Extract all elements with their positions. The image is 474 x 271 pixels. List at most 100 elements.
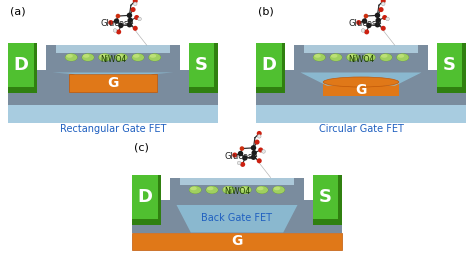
Circle shape xyxy=(238,151,243,156)
Text: Glucose: Glucose xyxy=(349,20,383,28)
Ellipse shape xyxy=(363,53,376,61)
Ellipse shape xyxy=(83,54,90,58)
Ellipse shape xyxy=(313,53,326,61)
Circle shape xyxy=(375,18,381,23)
Text: D: D xyxy=(262,56,276,73)
Ellipse shape xyxy=(133,54,139,58)
Circle shape xyxy=(381,26,386,31)
FancyBboxPatch shape xyxy=(34,43,37,92)
Text: Rectangular Gate FET: Rectangular Gate FET xyxy=(60,124,166,134)
Ellipse shape xyxy=(273,186,285,193)
FancyBboxPatch shape xyxy=(8,105,218,122)
Ellipse shape xyxy=(98,53,111,61)
Ellipse shape xyxy=(396,53,409,61)
Ellipse shape xyxy=(116,54,123,58)
Ellipse shape xyxy=(82,54,94,61)
Circle shape xyxy=(116,29,121,34)
Ellipse shape xyxy=(100,54,106,58)
Circle shape xyxy=(240,146,244,151)
Text: Circular Gate FET: Circular Gate FET xyxy=(319,124,403,134)
Circle shape xyxy=(379,7,383,12)
Circle shape xyxy=(116,14,120,18)
FancyBboxPatch shape xyxy=(256,43,282,86)
FancyBboxPatch shape xyxy=(8,43,34,86)
Ellipse shape xyxy=(190,186,197,190)
FancyBboxPatch shape xyxy=(158,175,162,225)
Text: (c): (c) xyxy=(134,142,149,152)
Text: Glucose: Glucose xyxy=(225,152,259,161)
FancyBboxPatch shape xyxy=(256,105,466,122)
FancyBboxPatch shape xyxy=(338,175,342,225)
Ellipse shape xyxy=(99,54,110,61)
Ellipse shape xyxy=(149,54,161,61)
Circle shape xyxy=(242,155,247,161)
Circle shape xyxy=(118,23,124,28)
FancyBboxPatch shape xyxy=(256,70,466,105)
Ellipse shape xyxy=(330,54,342,61)
Ellipse shape xyxy=(223,186,235,193)
Circle shape xyxy=(257,158,262,163)
Ellipse shape xyxy=(82,53,94,61)
Text: NiWO4: NiWO4 xyxy=(100,55,126,64)
Circle shape xyxy=(364,29,369,34)
Ellipse shape xyxy=(189,186,201,193)
Ellipse shape xyxy=(331,54,337,58)
Ellipse shape xyxy=(323,77,399,87)
Circle shape xyxy=(364,14,368,18)
Circle shape xyxy=(252,150,257,156)
Circle shape xyxy=(262,150,265,153)
FancyBboxPatch shape xyxy=(189,86,218,92)
FancyBboxPatch shape xyxy=(8,86,37,92)
Circle shape xyxy=(240,162,245,167)
Polygon shape xyxy=(176,205,298,233)
Ellipse shape xyxy=(239,186,252,194)
FancyBboxPatch shape xyxy=(294,45,428,73)
Ellipse shape xyxy=(346,53,359,61)
Ellipse shape xyxy=(65,53,78,61)
Circle shape xyxy=(258,147,263,153)
Text: D: D xyxy=(137,188,153,206)
Polygon shape xyxy=(301,73,421,86)
Text: S: S xyxy=(443,56,456,73)
Ellipse shape xyxy=(380,54,392,61)
Circle shape xyxy=(382,15,387,20)
Ellipse shape xyxy=(364,54,375,61)
Ellipse shape xyxy=(206,186,218,193)
Circle shape xyxy=(257,131,262,136)
Circle shape xyxy=(128,18,133,23)
Ellipse shape xyxy=(381,54,388,58)
Circle shape xyxy=(382,2,385,6)
Text: NiWO4: NiWO4 xyxy=(348,55,374,64)
Circle shape xyxy=(127,13,132,18)
Circle shape xyxy=(375,22,380,27)
FancyBboxPatch shape xyxy=(170,178,304,205)
Ellipse shape xyxy=(364,54,371,58)
Circle shape xyxy=(386,17,389,21)
Text: NiWO4: NiWO4 xyxy=(224,187,250,196)
FancyBboxPatch shape xyxy=(69,74,157,92)
Circle shape xyxy=(251,154,256,160)
Ellipse shape xyxy=(65,54,77,61)
Circle shape xyxy=(133,0,138,4)
Ellipse shape xyxy=(314,54,321,58)
Ellipse shape xyxy=(148,53,161,61)
FancyBboxPatch shape xyxy=(437,43,463,86)
Ellipse shape xyxy=(313,54,325,61)
Ellipse shape xyxy=(132,54,144,61)
Ellipse shape xyxy=(132,53,144,61)
FancyBboxPatch shape xyxy=(256,86,285,92)
Ellipse shape xyxy=(330,53,342,61)
Circle shape xyxy=(127,22,132,27)
Circle shape xyxy=(381,0,386,4)
Ellipse shape xyxy=(115,54,128,61)
Circle shape xyxy=(113,29,117,32)
Text: (b): (b) xyxy=(258,7,274,17)
Ellipse shape xyxy=(189,186,201,194)
Ellipse shape xyxy=(273,186,280,190)
Text: G: G xyxy=(231,234,243,248)
Ellipse shape xyxy=(206,186,219,194)
Circle shape xyxy=(108,20,113,25)
Circle shape xyxy=(251,145,256,151)
FancyBboxPatch shape xyxy=(56,45,170,53)
FancyBboxPatch shape xyxy=(463,43,466,92)
